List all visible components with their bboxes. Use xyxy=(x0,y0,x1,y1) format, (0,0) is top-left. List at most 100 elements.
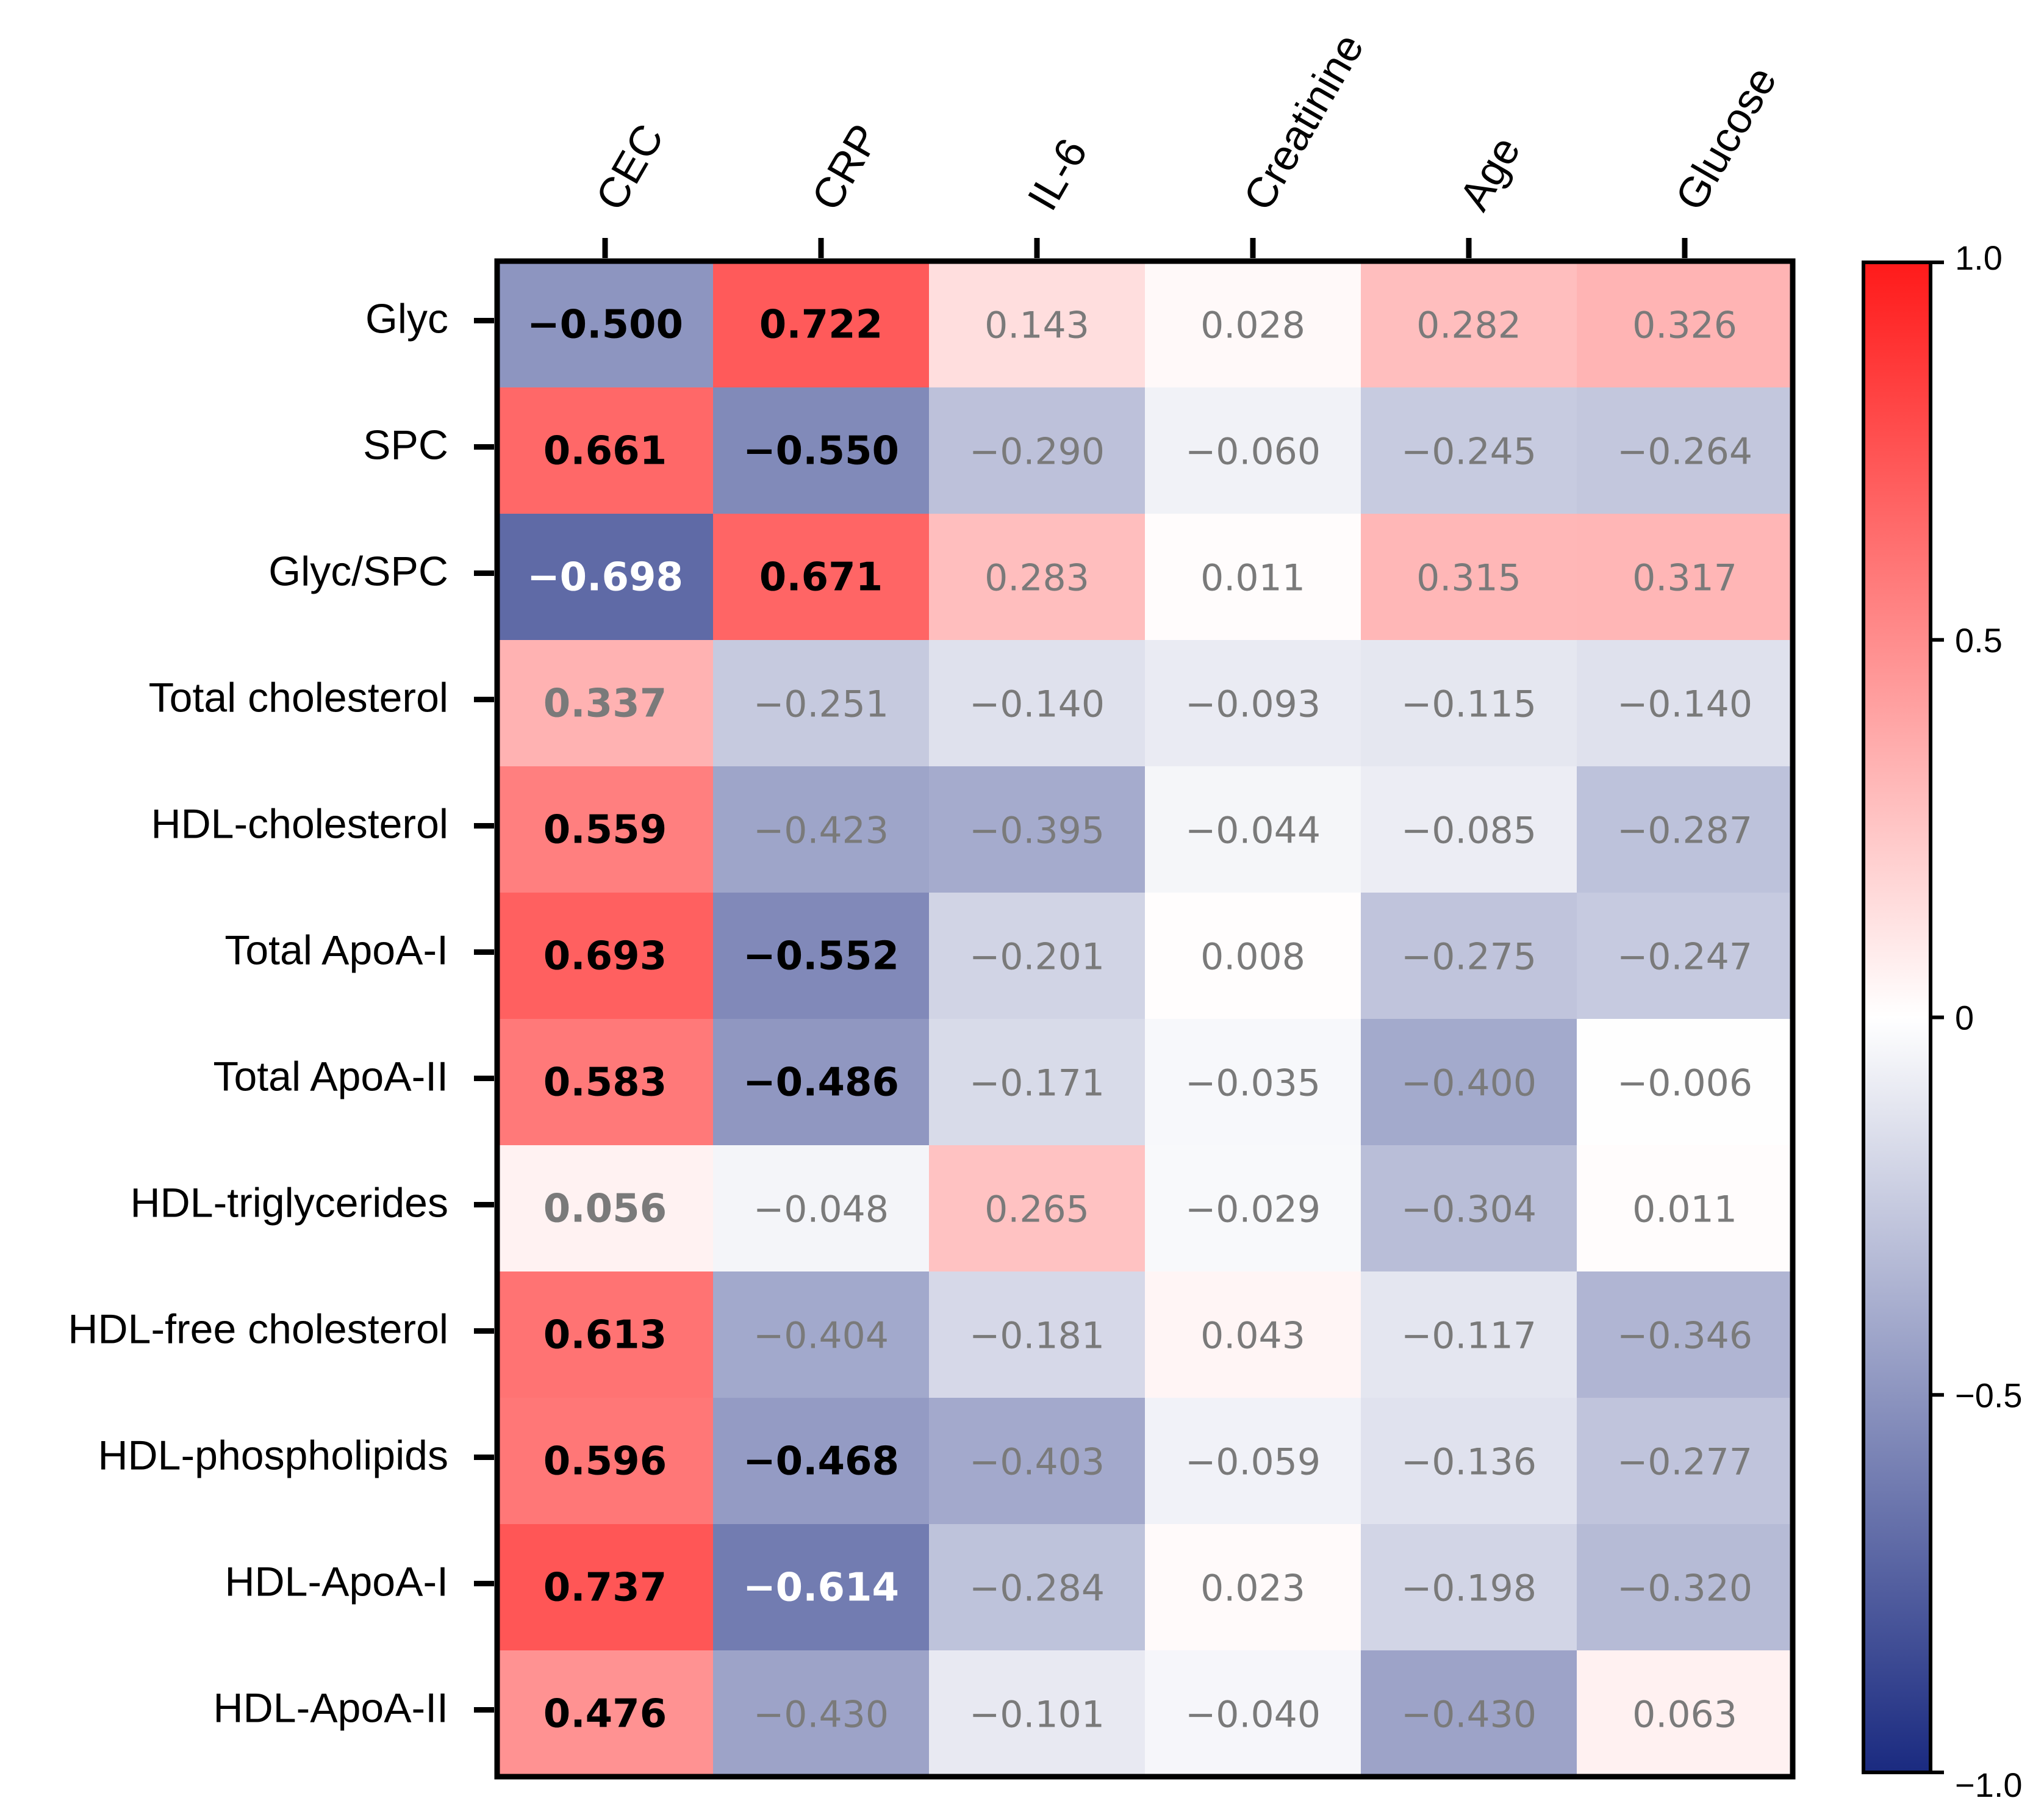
heatmap-cell xyxy=(1577,1398,1793,1525)
heatmap-cell xyxy=(1361,640,1577,767)
row-label: HDL-free cholesterol xyxy=(68,1306,448,1353)
cell-value-label: −0.181 xyxy=(969,1315,1105,1358)
heatmap-cell xyxy=(713,261,930,388)
heatmap-cell xyxy=(1145,640,1361,767)
cell-value-label: −0.698 xyxy=(527,555,683,600)
heatmap-cell xyxy=(929,766,1146,893)
heatmap-cell xyxy=(1361,387,1577,514)
cell-value-label: 0.063 xyxy=(1632,1694,1737,1736)
heatmap-cell xyxy=(1577,766,1793,893)
row-label: HDL-ApoA-II xyxy=(213,1685,448,1732)
cell-value-label: 0.337 xyxy=(543,682,667,727)
row-label: HDL-ApoA-I xyxy=(224,1559,448,1605)
cell-value-label: 0.317 xyxy=(1632,557,1737,600)
cell-value-label: −0.287 xyxy=(1617,810,1752,852)
cell-value-label: 0.043 xyxy=(1200,1315,1305,1358)
colorbar: 1.0 0.5 0 −0.5 −1.0 xyxy=(1862,239,2023,1804)
heatmap-cell xyxy=(1361,1398,1577,1525)
cell-value-label: −0.403 xyxy=(969,1441,1105,1484)
heatmap-cell xyxy=(929,1145,1146,1272)
cell-value-label: −0.201 xyxy=(969,936,1105,979)
cell-value-label: 0.476 xyxy=(543,1692,667,1737)
heatmap-cell xyxy=(1145,387,1361,514)
axis-ticks xyxy=(474,238,1688,1713)
heatmap-cell xyxy=(497,1019,714,1146)
heatmap-cell xyxy=(1361,893,1577,1020)
cell-value-label: 0.613 xyxy=(543,1313,667,1358)
colorbar-tick-label: −1.0 xyxy=(1955,1766,2023,1804)
heatmap-cell xyxy=(929,387,1146,514)
heatmap-cell xyxy=(1577,1524,1793,1651)
colorbar-tick-label: 0 xyxy=(1955,999,1974,1037)
cell-value-label: 0.282 xyxy=(1416,304,1521,347)
heatmap-cell xyxy=(1145,893,1361,1020)
column-label: Glucose xyxy=(1666,59,1785,218)
heatmap-cell xyxy=(713,1524,930,1651)
heatmap-frame xyxy=(494,258,1796,1780)
heatmap-cell xyxy=(1145,1019,1361,1146)
cell-value-label: 0.693 xyxy=(543,934,667,979)
cell-value-label: −0.395 xyxy=(969,810,1105,852)
cell-value-label: 0.265 xyxy=(984,1189,1089,1231)
heatmap-cell xyxy=(713,1650,930,1777)
cell-value-label: 0.011 xyxy=(1632,1189,1737,1231)
cell-value-label: 0.056 xyxy=(543,1187,667,1232)
cell-value-label: −0.044 xyxy=(1185,810,1321,852)
column-labels: CEC CRP IL-6 Creatinine Age Glucose xyxy=(586,26,1785,218)
heatmap-cell xyxy=(1361,1145,1577,1272)
heatmap-cell xyxy=(497,893,714,1020)
cell-value-label: 0.143 xyxy=(984,304,1089,347)
heatmap-cell xyxy=(929,1019,1146,1146)
cell-value-label: −0.198 xyxy=(1401,1567,1537,1610)
heatmap-cell xyxy=(497,640,714,767)
cell-value-label: 0.559 xyxy=(543,808,667,853)
cell-value-label: −0.275 xyxy=(1401,936,1537,979)
heatmap-cell xyxy=(713,640,930,767)
column-label: CRP xyxy=(802,117,888,218)
heatmap-cell xyxy=(713,893,930,1020)
heatmap-cell xyxy=(497,1271,714,1398)
cell-value-label: −0.290 xyxy=(969,431,1105,473)
cell-value-label: −0.614 xyxy=(743,1566,899,1611)
cell-value-label: −0.550 xyxy=(743,429,899,474)
row-label: Total ApoA-I xyxy=(224,927,448,974)
column-label: Creatinine xyxy=(1234,26,1372,218)
cell-value-label: −0.029 xyxy=(1185,1189,1321,1231)
heatmap-cell xyxy=(1577,1650,1793,1777)
cell-value-label: −0.115 xyxy=(1401,683,1537,726)
cell-value-label: 0.028 xyxy=(1200,304,1305,347)
row-label: Glyc xyxy=(365,296,448,342)
heatmap-cell xyxy=(1577,514,1793,641)
heatmap-cell xyxy=(929,893,1146,1020)
heatmap-cell xyxy=(1361,1524,1577,1651)
cell-value-label: 0.326 xyxy=(1632,304,1737,347)
heatmap-cell xyxy=(1361,514,1577,641)
row-label: SPC xyxy=(363,422,448,469)
cell-value-label: −0.140 xyxy=(1617,683,1752,726)
heatmap-cell xyxy=(713,1145,930,1272)
row-labels: Glyc SPC Glyc/SPC Total cholesterol HDL-chol… xyxy=(68,296,448,1732)
cell-value-label: −0.245 xyxy=(1401,431,1537,473)
cell-value-label: −0.430 xyxy=(1401,1694,1537,1736)
cell-value-label: −0.284 xyxy=(969,1567,1105,1610)
cell-value-label: −0.136 xyxy=(1401,1441,1537,1484)
cell-value-label: −0.247 xyxy=(1617,936,1752,979)
heatmap-cell xyxy=(1577,387,1793,514)
row-label: HDL-phospholipids xyxy=(98,1433,448,1479)
heatmap-cell xyxy=(713,1398,930,1525)
cell-value-label: −0.500 xyxy=(527,303,683,348)
cell-value-label: −0.430 xyxy=(753,1694,889,1736)
cell-value-label: −0.171 xyxy=(969,1062,1105,1105)
colorbar-tick-label: −0.5 xyxy=(1955,1376,2023,1414)
heatmap-cell xyxy=(1577,1019,1793,1146)
cell-value-label: −0.006 xyxy=(1617,1062,1752,1105)
heatmap-cell xyxy=(1361,766,1577,893)
heatmap-cell xyxy=(497,1398,714,1525)
cell-value-label: 0.583 xyxy=(543,1060,667,1106)
cell-value-label: −0.048 xyxy=(753,1189,889,1231)
heatmap-cell xyxy=(713,1019,930,1146)
heatmap-cell xyxy=(929,261,1146,388)
cell-value-label: 0.011 xyxy=(1200,557,1305,600)
cell-value-label: −0.101 xyxy=(969,1694,1105,1736)
